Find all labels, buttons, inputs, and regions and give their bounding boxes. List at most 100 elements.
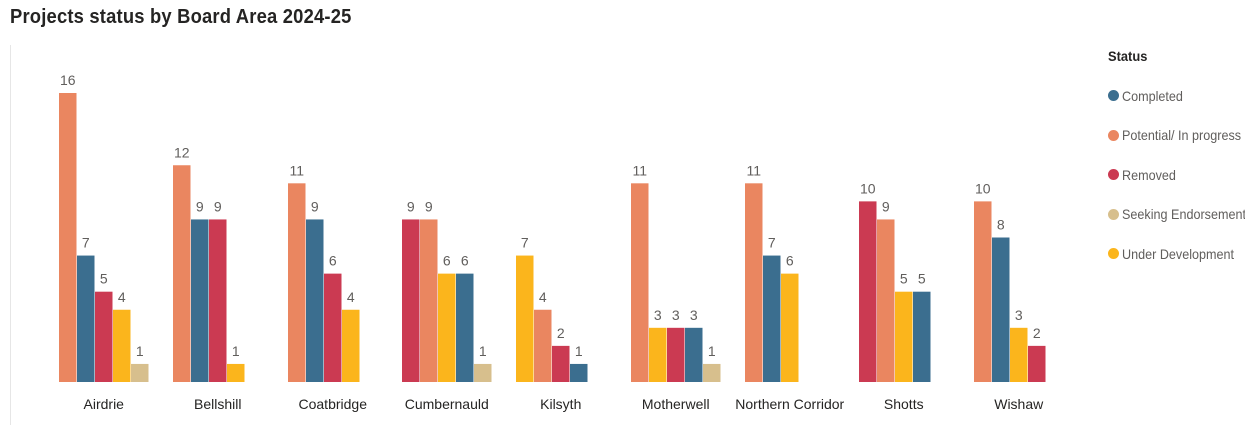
- legend-swatch-seeking-endorsement: [1108, 208, 1119, 220]
- data-label-kilsyth-completed: 1: [575, 343, 583, 359]
- bar-wishaw-completed[interactable]: [992, 237, 1010, 383]
- bar-wishaw-potential-in-progress[interactable]: [974, 201, 992, 382]
- data-label-shotts-under-development: 5: [900, 271, 908, 287]
- bar-bellshill-completed[interactable]: [191, 219, 209, 382]
- chart-title: Projects status by Board Area 2024-25: [10, 6, 352, 28]
- bar-motherwell-under-development[interactable]: [649, 327, 667, 382]
- bar-bellshill-removed[interactable]: [209, 219, 227, 382]
- data-label-bellshill-under-development: 1: [232, 343, 240, 359]
- category-label-motherwell: Motherwell: [642, 396, 710, 412]
- data-label-kilsyth-potential-in-progress: 4: [539, 289, 547, 305]
- data-label-coatbridge-completed: 9: [311, 198, 319, 214]
- bar-kilsyth-under-development[interactable]: [516, 255, 534, 382]
- data-label-kilsyth-under-development: 7: [521, 235, 529, 251]
- data-label-airdrie-completed: 7: [82, 235, 90, 251]
- category-labels-layer: Airdrie Bellshill Coatbridge Cumbernauld Kil…: [84, 396, 1045, 412]
- category-label-wishaw: Wishaw: [994, 396, 1044, 412]
- legend-swatch-completed: [1108, 90, 1119, 102]
- legend-label-under-development: Under Development: [1122, 245, 1235, 262]
- legend-swatch-potential-in-progress: [1108, 129, 1119, 141]
- bar-bellshill-under-development[interactable]: [227, 363, 245, 382]
- data-label-cumbernauld-under-development: 6: [443, 253, 451, 269]
- bar-airdrie-removed[interactable]: [95, 291, 113, 382]
- bar-cumbernauld-potential-in-progress[interactable]: [420, 219, 438, 382]
- legend-item-completed[interactable]: Completed: [1108, 76, 1245, 116]
- bar-airdrie-seeking-endorsement[interactable]: [131, 363, 149, 382]
- data-label-motherwell-potential-in-progress: 11: [632, 162, 647, 178]
- legend: Status Completed Potential/ In progress Re…: [1108, 48, 1245, 274]
- category-label-shotts: Shotts: [884, 396, 924, 412]
- data-label-airdrie-removed: 5: [100, 271, 108, 287]
- data-label-cumbernauld-potential-in-progress: 9: [425, 198, 433, 214]
- legend-swatch-under-development: [1108, 248, 1119, 260]
- bar-wishaw-removed[interactable]: [1028, 345, 1046, 382]
- bar-wishaw-under-development[interactable]: [1010, 327, 1028, 382]
- data-label-kilsyth-removed: 2: [557, 325, 565, 341]
- bar-shotts-removed[interactable]: [859, 201, 877, 382]
- bar-coatbridge-removed[interactable]: [324, 273, 342, 382]
- legend-label-removed: Removed: [1122, 166, 1176, 183]
- data-label-shotts-removed: 10: [860, 180, 876, 196]
- legend-title: Status: [1108, 48, 1148, 64]
- legend-item-under-development[interactable]: Under Development: [1108, 234, 1245, 274]
- bar-kilsyth-completed[interactable]: [570, 363, 588, 382]
- data-label-airdrie-under-development: 4: [118, 289, 126, 305]
- bar-motherwell-removed[interactable]: [667, 327, 685, 382]
- bar-airdrie-completed[interactable]: [77, 255, 95, 382]
- category-label-bellshill: Bellshill: [194, 396, 241, 412]
- data-label-wishaw-removed: 2: [1033, 325, 1041, 341]
- bar-shotts-potential-in-progress[interactable]: [877, 219, 895, 382]
- legend-label-seeking-endorsement: Seeking Endorsement: [1122, 206, 1245, 223]
- category-label-northern-corridor: Northern Corridor: [735, 396, 844, 412]
- bar-northern-corridor-under-development[interactable]: [781, 273, 799, 382]
- bar-shotts-completed[interactable]: [913, 291, 931, 382]
- data-label-wishaw-completed: 8: [997, 217, 1005, 233]
- bar-motherwell-completed[interactable]: [685, 327, 703, 382]
- bar-motherwell-potential-in-progress[interactable]: [631, 183, 649, 382]
- data-label-northern-corridor-under-development: 6: [786, 253, 794, 269]
- data-label-wishaw-under-development: 3: [1015, 307, 1023, 323]
- data-label-motherwell-completed: 3: [690, 307, 698, 323]
- bar-coatbridge-potential-in-progress[interactable]: [288, 183, 306, 382]
- bar-shotts-under-development[interactable]: [895, 291, 913, 382]
- data-label-bellshill-completed: 9: [196, 198, 204, 214]
- bar-cumbernauld-under-development[interactable]: [438, 273, 456, 382]
- legend-swatch-removed: [1108, 169, 1119, 181]
- category-label-cumbernauld: Cumbernauld: [405, 396, 489, 412]
- bar-airdrie-potential-in-progress[interactable]: [59, 93, 77, 382]
- data-label-motherwell-seeking-endorsement: 1: [708, 343, 716, 359]
- category-label-kilsyth: Kilsyth: [540, 396, 581, 412]
- data-label-northern-corridor-completed: 7: [768, 235, 776, 251]
- bar-motherwell-seeking-endorsement[interactable]: [703, 363, 721, 382]
- category-label-coatbridge: Coatbridge: [299, 396, 368, 412]
- category-label-airdrie: Airdrie: [84, 396, 125, 412]
- legend-items: Completed Potential/ In progress Removed Se…: [1108, 76, 1245, 274]
- legend-label-completed: Completed: [1122, 87, 1183, 104]
- legend-item-potential-in-progress[interactable]: Potential/ In progress: [1108, 116, 1245, 156]
- data-label-cumbernauld-removed: 9: [407, 198, 415, 214]
- legend-item-seeking-endorsement[interactable]: Seeking Endorsement: [1108, 195, 1245, 235]
- legend-item-removed[interactable]: Removed: [1108, 155, 1245, 195]
- data-label-motherwell-under-development: 3: [654, 307, 662, 323]
- bar-kilsyth-potential-in-progress[interactable]: [534, 309, 552, 382]
- data-label-coatbridge-removed: 6: [329, 253, 337, 269]
- data-label-airdrie-potential-in-progress: 16: [60, 72, 76, 88]
- bar-cumbernauld-completed[interactable]: [456, 273, 474, 382]
- data-label-wishaw-potential-in-progress: 10: [975, 180, 991, 196]
- bar-bellshill-potential-in-progress[interactable]: [173, 165, 191, 382]
- bar-airdrie-under-development[interactable]: [113, 309, 131, 382]
- data-label-bellshill-removed: 9: [214, 198, 222, 214]
- bar-cumbernauld-seeking-endorsement[interactable]: [474, 363, 492, 382]
- data-label-shotts-completed: 5: [918, 271, 926, 287]
- bar-northern-corridor-completed[interactable]: [763, 255, 781, 382]
- data-label-cumbernauld-completed: 6: [461, 253, 469, 269]
- bar-cumbernauld-removed[interactable]: [402, 219, 420, 382]
- bar-kilsyth-removed[interactable]: [552, 345, 570, 382]
- bar-northern-corridor-potential-in-progress[interactable]: [745, 183, 763, 382]
- data-label-airdrie-seeking-endorsement: 1: [136, 343, 144, 359]
- bar-coatbridge-under-development[interactable]: [342, 309, 360, 382]
- data-label-coatbridge-potential-in-progress: 11: [289, 162, 304, 178]
- bar-coatbridge-completed[interactable]: [306, 219, 324, 382]
